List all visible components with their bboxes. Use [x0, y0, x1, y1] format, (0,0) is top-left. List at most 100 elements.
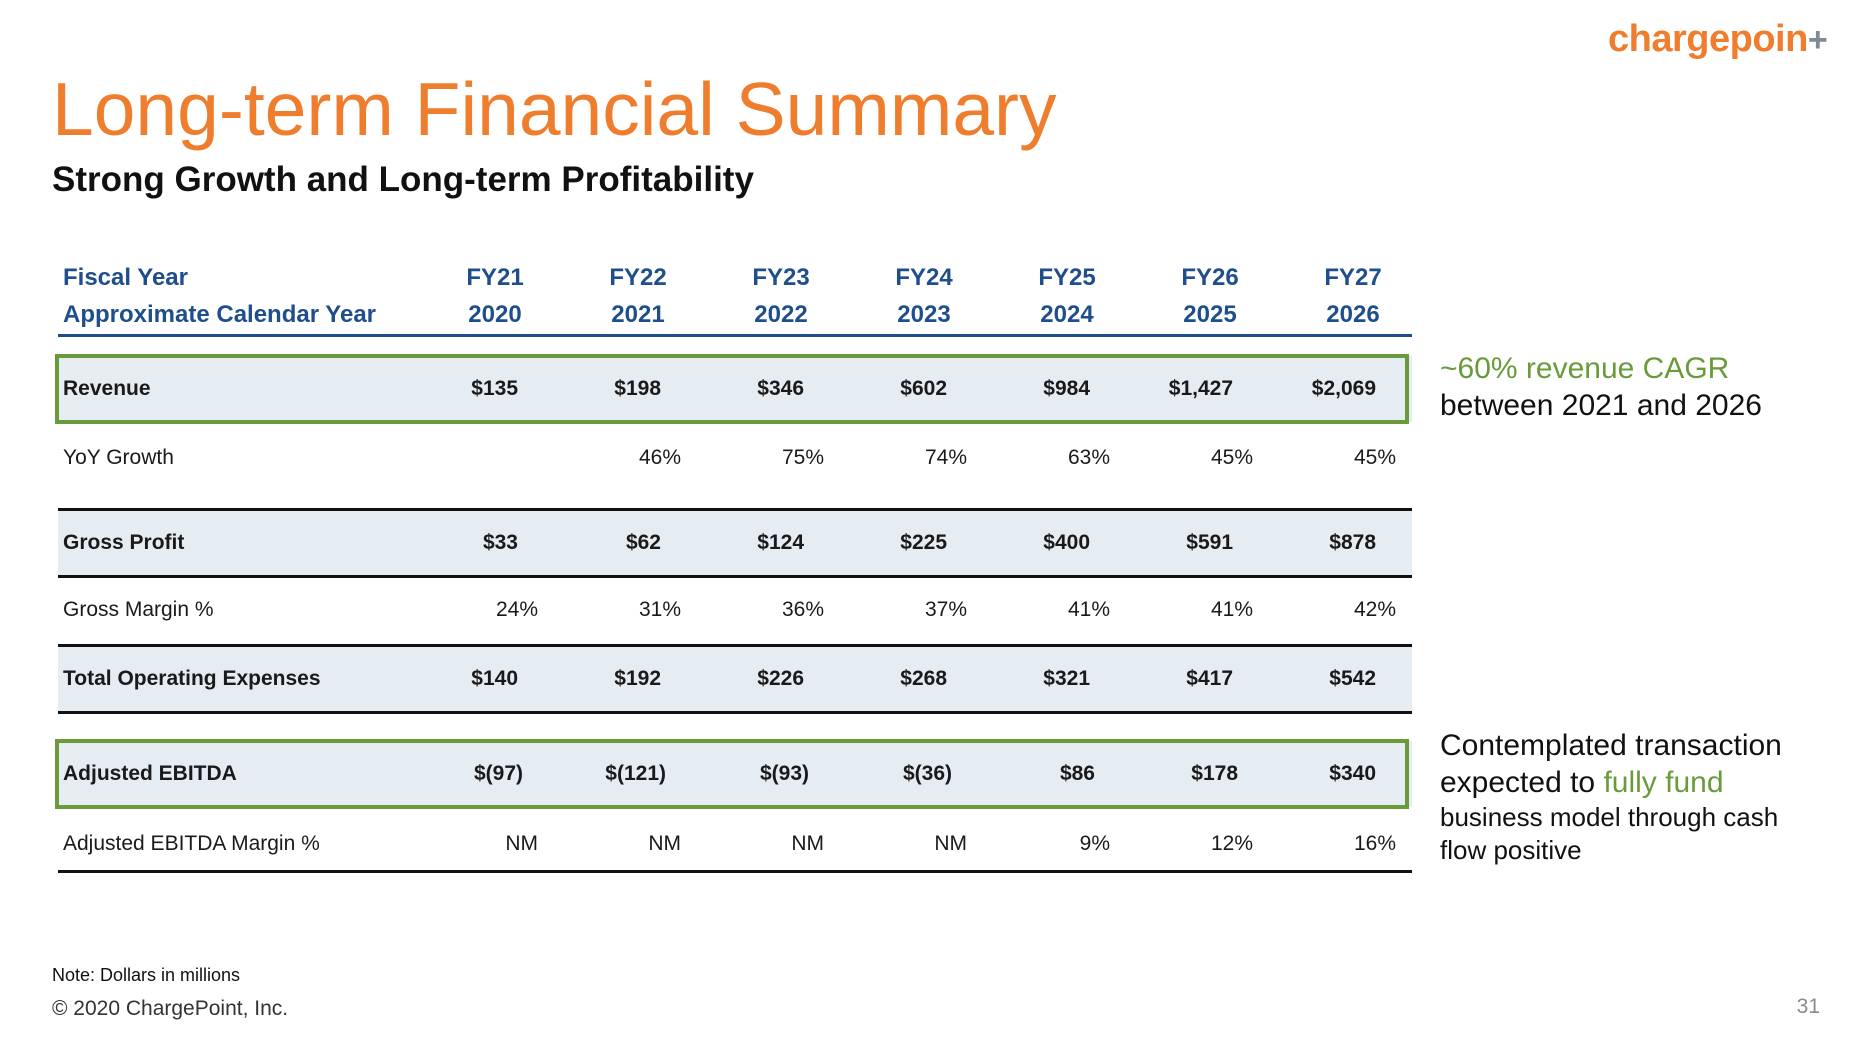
callout-line: business model through cash: [1440, 802, 1779, 832]
table-cell: $86: [1059, 762, 1095, 785]
header-cell: 2025: [1183, 301, 1237, 328]
ebitda-highlight-box: [55, 739, 1409, 809]
table-cell: 36%: [781, 598, 824, 621]
header-cell: 2022: [754, 301, 808, 328]
table-cell: NM: [648, 832, 681, 855]
table-cell: $878: [1329, 531, 1376, 554]
row-divider: [58, 575, 1412, 578]
table-cell: $225: [900, 531, 947, 554]
table-cell: $(36): [902, 762, 952, 785]
copyright: © 2020 ChargePoint, Inc.: [52, 997, 289, 1020]
header-cell: 2024: [1040, 301, 1094, 328]
table-row-yoy-growth: YoY Growth 46% 75% 74% 63% 45% 45%: [58, 426, 1412, 490]
table-cell: $984: [1043, 377, 1090, 400]
table-cell: NM: [505, 832, 538, 855]
table-cell: $124: [757, 531, 804, 554]
table-cell: 41%: [1067, 598, 1110, 621]
logo-plus: +: [1807, 21, 1828, 59]
callout-line: flow positive: [1440, 835, 1582, 865]
table-cell: 9%: [1079, 832, 1110, 855]
table-cell: NM: [791, 832, 824, 855]
footnote: Note: Dollars in millions: [52, 965, 241, 985]
header-cell: 2023: [897, 301, 951, 328]
table-cell: $340: [1329, 762, 1376, 785]
header-label: Fiscal Year: [63, 264, 188, 291]
header-row-fiscal-year: Fiscal Year FY21 FY22 FY23 FY24 FY25 FY2…: [58, 260, 1412, 296]
row-label: YoY Growth: [63, 446, 174, 469]
table-cell: 74%: [924, 446, 967, 469]
header-divider: [58, 334, 1412, 337]
callout-line-2: expected to fully fund: [1440, 764, 1782, 801]
revenue-cagr-callout: ~60% revenue CAGR between 2021 and 2026: [1440, 350, 1762, 424]
callout-highlight: fully fund: [1603, 766, 1724, 799]
header-cell: FY22: [609, 264, 667, 291]
table-cell: $198: [614, 377, 661, 400]
table-row-gross-margin: Gross Margin % 24% 31% 36% 37% 41% 41% 4…: [58, 578, 1412, 642]
table-cell: $33: [482, 531, 518, 554]
table-cell: $140: [471, 667, 518, 690]
row-label: Revenue: [63, 377, 151, 400]
table-cell: $178: [1191, 762, 1238, 785]
callout-text: between 2021 and 2026: [1440, 389, 1762, 422]
table-row-total-operating-expenses: Total Operating Expenses $140 $192 $226 …: [58, 647, 1412, 711]
callout-text: expected to: [1440, 766, 1604, 799]
table-cell: 12%: [1210, 832, 1253, 855]
table-cell: $135: [471, 377, 518, 400]
table-row-adjusted-ebitda-margin: Adjusted EBITDA Margin % NM NM NM NM 9% …: [58, 812, 1412, 876]
callout-highlight: ~60% revenue CAGR: [1440, 352, 1730, 385]
table-cell: $542: [1329, 667, 1376, 690]
header-row-calendar-year: Approximate Calendar Year 2020 2021 2022…: [58, 297, 1412, 333]
table-cell: 31%: [638, 598, 681, 621]
table-cell: $2,069: [1311, 377, 1376, 400]
header-cell: FY24: [895, 264, 953, 291]
logo-text: chargepoin: [1608, 18, 1808, 60]
table-row-adjusted-ebitda: Adjusted EBITDA $(97) $(121) $(93) $(36)…: [58, 741, 1412, 807]
table-cell: 45%: [1210, 446, 1253, 469]
table-cell: [448, 426, 538, 490]
header-cell: FY27: [1324, 264, 1382, 291]
table-cell: $62: [625, 531, 661, 554]
page-number: 31: [1796, 995, 1820, 1018]
table-bottom-border: [58, 870, 1412, 873]
table-cell: 75%: [781, 446, 824, 469]
table-cell: $268: [900, 667, 947, 690]
table-cell: $192: [614, 667, 661, 690]
table-cell: $226: [757, 667, 804, 690]
table-cell: 42%: [1353, 598, 1396, 621]
table-cell: NM: [934, 832, 967, 855]
table-cell: $417: [1186, 667, 1233, 690]
table-cell: $400: [1043, 531, 1090, 554]
table-cell: 37%: [924, 598, 967, 621]
row-label: Gross Margin %: [63, 598, 214, 621]
row-label: Adjusted EBITDA Margin %: [63, 832, 320, 855]
table-cell: $(97): [473, 762, 523, 785]
row-divider: [58, 711, 1412, 714]
table-row-revenue: Revenue $135 $198 $346 $602 $984 $1,427 …: [58, 356, 1412, 422]
table-cell: $(121): [605, 762, 666, 785]
row-label: Adjusted EBITDA: [63, 762, 237, 785]
header-cell: 2021: [611, 301, 665, 328]
table-cell: $602: [900, 377, 947, 400]
revenue-highlight-box: [55, 354, 1409, 424]
table-cell: 46%: [638, 446, 681, 469]
header-cell: FY21: [466, 264, 524, 291]
header-label: Approximate Calendar Year: [63, 301, 377, 328]
table-cell: 41%: [1210, 598, 1253, 621]
table-cell: $1,427: [1168, 377, 1233, 400]
table-cell: 45%: [1353, 446, 1396, 469]
row-divider: [58, 508, 1412, 511]
page-title: Long-term Financial Summary: [52, 67, 1057, 151]
chargepoint-logo: chargepoin+: [1608, 18, 1828, 61]
table-cell: 16%: [1353, 832, 1396, 855]
header-cell: 2026: [1326, 301, 1380, 328]
header-cell: 2020: [468, 301, 522, 328]
table-row-gross-profit: Gross Profit $33 $62 $124 $225 $400 $591…: [58, 511, 1412, 575]
table-cell: $321: [1043, 667, 1090, 690]
table-cell: $591: [1186, 531, 1233, 554]
header-cell: FY25: [1038, 264, 1096, 291]
callout-line: Contemplated transaction: [1440, 729, 1782, 762]
table-cell: $(93): [759, 762, 809, 785]
row-label: Total Operating Expenses: [63, 667, 321, 690]
table-cell: $346: [757, 377, 804, 400]
ebitda-callout: Contemplated transaction expected to ful…: [1440, 727, 1782, 867]
